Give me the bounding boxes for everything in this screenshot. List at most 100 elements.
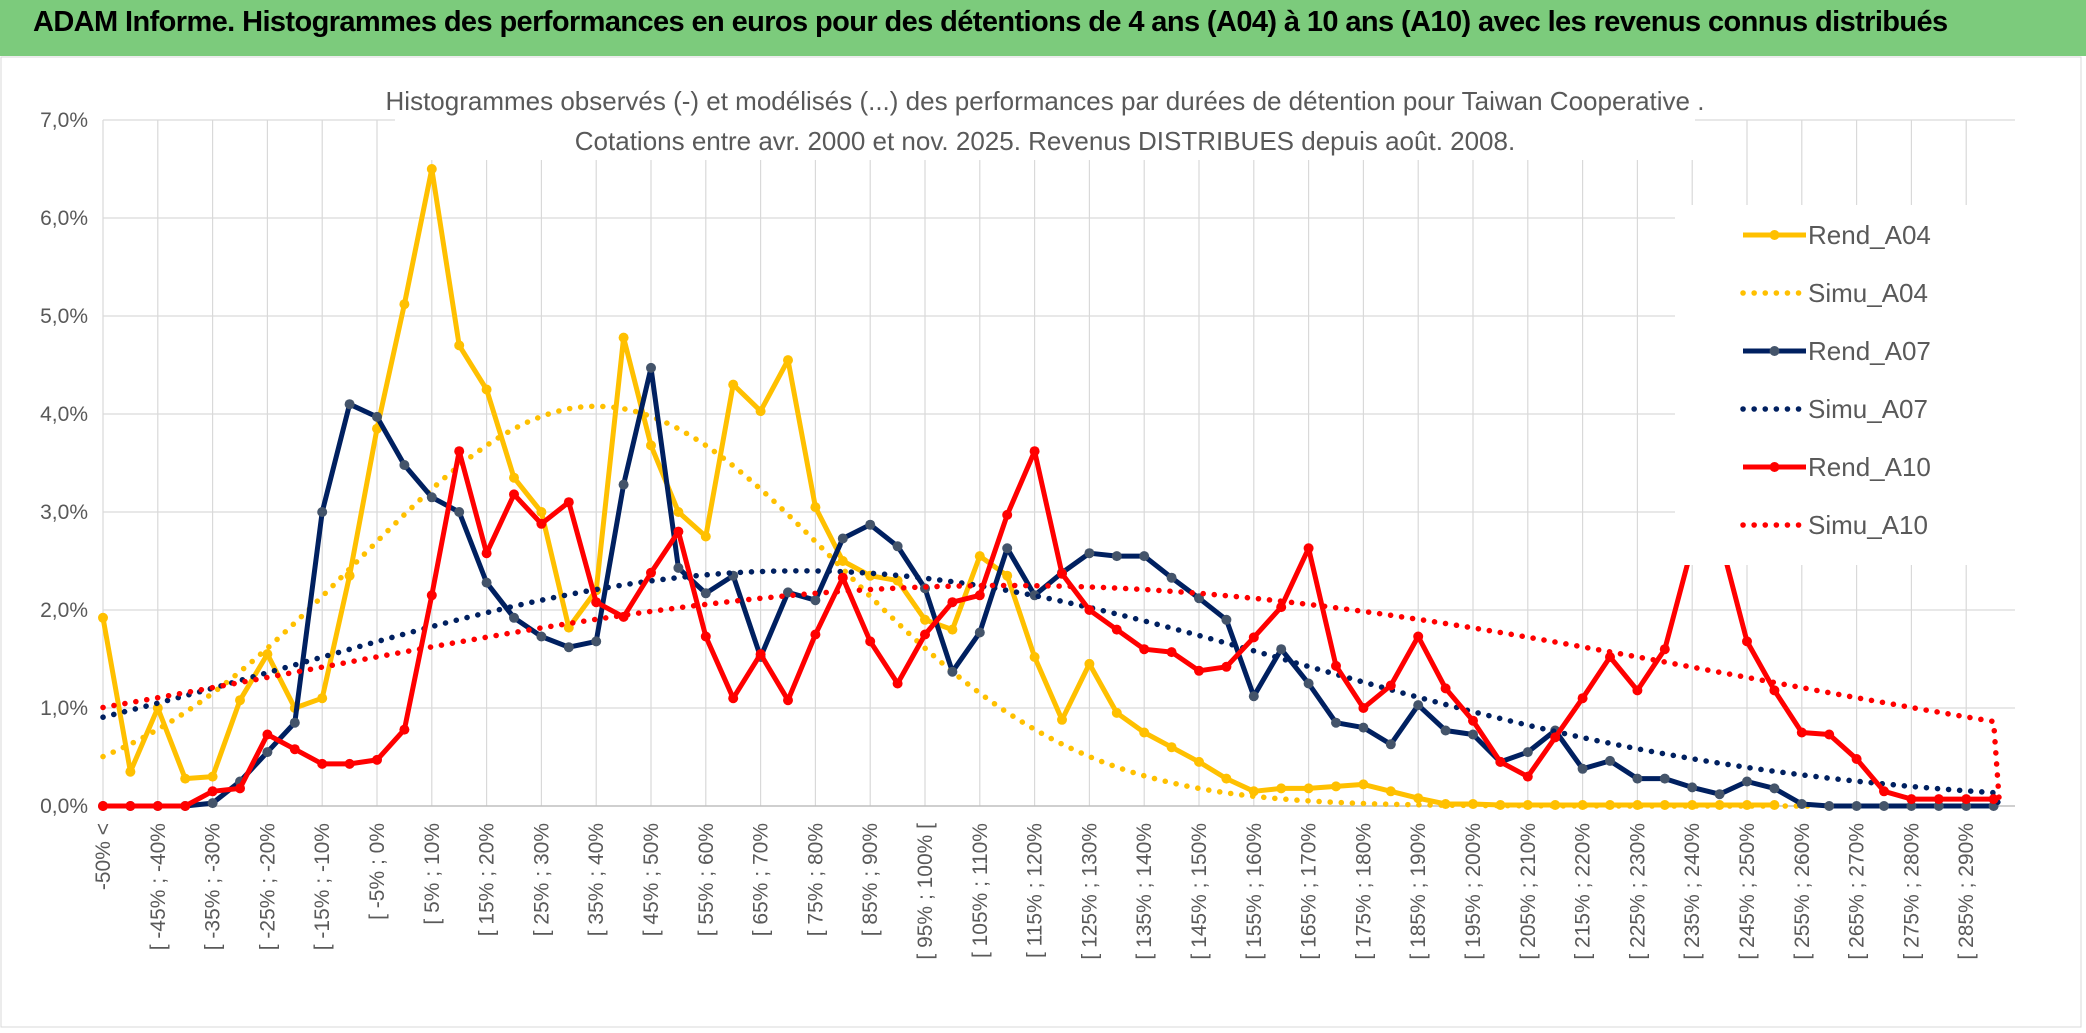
rend-a10-point xyxy=(810,629,821,640)
rend-a10-point xyxy=(1248,632,1259,643)
rend-a10-point xyxy=(235,783,245,794)
rend-a10-point xyxy=(1906,794,1917,805)
x-tick-label: [ 55% ; 60% xyxy=(695,823,718,936)
legend-marker xyxy=(1769,462,1780,472)
rend-a10-point xyxy=(1084,605,1095,615)
rend-a10-point xyxy=(1742,636,1752,647)
rend-a10-point xyxy=(1796,727,1807,738)
rend-a10-point xyxy=(1522,771,1533,782)
rend-a07-point xyxy=(1687,782,1698,793)
rend-a04-point xyxy=(618,332,629,343)
rend-a04-point xyxy=(426,164,437,174)
x-tick-label: [ 105% ; 110% xyxy=(969,823,992,958)
rend-a10-point xyxy=(1605,652,1615,662)
rend-a10-point xyxy=(1988,794,1999,805)
legend-item-rend-a10: Rend_A10 xyxy=(1743,452,1931,482)
x-tick-label: [ 95% ; 100% [ xyxy=(914,823,937,960)
y-tick-label: 3,0% xyxy=(40,501,88,524)
legend-label: Rend_A04 xyxy=(1808,220,1931,250)
header-banner: ADAM Informe. Histogrammes des performan… xyxy=(0,0,2086,56)
rend-a10-point xyxy=(1468,715,1478,726)
rend-a10-point xyxy=(207,786,218,797)
rend-a10-point xyxy=(1111,624,1122,635)
rend-a07-point xyxy=(563,642,574,653)
rend-a07-point xyxy=(509,612,519,623)
rend-a04-point xyxy=(317,693,328,704)
rend-a10-point xyxy=(1221,661,1232,672)
legend-label: Rend_A10 xyxy=(1808,452,1931,482)
rend-a10-point xyxy=(1851,754,1862,764)
rend-a07-point xyxy=(1577,763,1588,774)
rend-a07-point xyxy=(1166,572,1177,583)
x-tick-label: [ 15% ; 20% xyxy=(476,823,499,936)
rend-a10-point xyxy=(728,693,739,704)
rend-a07-point xyxy=(1961,801,1972,811)
rend-a04-point xyxy=(1194,756,1204,767)
series-simu-a04 xyxy=(100,403,1811,809)
series-simu-a10 xyxy=(100,582,2003,809)
x-tick-label: [ 145% ; 150% xyxy=(1188,823,1211,960)
rend-a10-point xyxy=(920,629,930,640)
rend-a04-point xyxy=(837,556,848,566)
rend-a07-point xyxy=(1879,801,1889,811)
rend-a10-point xyxy=(1029,446,1040,457)
rend-a10-point xyxy=(892,678,903,689)
chart-subtitle: Cotations entre avr. 2000 et nov. 2025. … xyxy=(575,126,1515,156)
rend-a07-point xyxy=(1769,783,1780,794)
x-tick-label: [ -15% ; -10% xyxy=(311,823,334,950)
y-tick-label: 2,0% xyxy=(40,599,88,622)
legend-label: Simu_A07 xyxy=(1808,394,1928,424)
rend-a10-point xyxy=(536,518,547,529)
rend-a10-point xyxy=(1166,647,1177,658)
rend-a10-point xyxy=(646,567,656,578)
rend-a04-point xyxy=(1276,783,1287,794)
rend-a10-point xyxy=(1358,703,1369,713)
rend-a10-point xyxy=(1331,660,1341,671)
rend-a10-point xyxy=(1769,685,1780,696)
rend-a07-point xyxy=(810,595,821,606)
rend-a10-point xyxy=(755,649,766,660)
x-tick-label: [ 45% ; 50% xyxy=(640,823,663,936)
rend-a07-point xyxy=(1084,548,1095,559)
rend-a07-point xyxy=(947,666,958,677)
rend-a10-point xyxy=(837,572,848,583)
rend-a04-point xyxy=(262,649,273,660)
x-tick-label: [ 235% ; 240% xyxy=(1681,823,1704,960)
x-tick-label: [ -25% ; -20% xyxy=(256,823,279,950)
rend-a07-point xyxy=(426,492,437,503)
x-tick-label: [ 225% ; 230% xyxy=(1626,823,1649,960)
legend-item-simu-a10: Simu_A10 xyxy=(1740,510,1928,540)
rend-a10-point xyxy=(1824,729,1835,740)
rend-a10-line xyxy=(103,448,1994,809)
x-tick-label: [ 255% ; 260% xyxy=(1791,823,1814,960)
rend-a10-point xyxy=(262,729,273,740)
rend-a07-point xyxy=(865,519,876,530)
rend-a10-point xyxy=(180,801,191,811)
rend-a10-point xyxy=(481,548,492,559)
rend-a04-point xyxy=(920,614,930,625)
rend-a07-point xyxy=(536,631,547,642)
rend-a04-point xyxy=(1413,793,1424,804)
rend-a10-point xyxy=(673,526,684,537)
rend-a07-point xyxy=(1851,801,1862,811)
rend-a04-point xyxy=(755,406,766,417)
rend-a10-point xyxy=(1440,683,1451,694)
x-tick-label: [ 125% ; 130% xyxy=(1078,823,1101,960)
rend-a07-point xyxy=(1221,614,1232,625)
rend-a10-point xyxy=(344,758,355,769)
rend-a04-point xyxy=(783,355,793,366)
rend-a10-point xyxy=(1933,794,1944,805)
rend-a07-point xyxy=(1248,691,1259,702)
rend-a10-point xyxy=(454,446,465,457)
rend-a04-point xyxy=(235,695,245,706)
rend-a10-point xyxy=(399,724,410,735)
y-tick-label: 0,0% xyxy=(40,795,88,818)
x-axis: -50% < [ -45% ; -40% [ -35% ; -30% [ -25% ;… xyxy=(92,823,1978,960)
rend-a07-point xyxy=(591,636,602,647)
x-tick-label: [ 165% ; 170% xyxy=(1298,823,1321,960)
rend-a07-point xyxy=(372,411,382,422)
rend-a04-point xyxy=(1002,570,1013,581)
rend-a10-point xyxy=(1961,794,1972,805)
rend-a04-point xyxy=(1166,742,1177,753)
